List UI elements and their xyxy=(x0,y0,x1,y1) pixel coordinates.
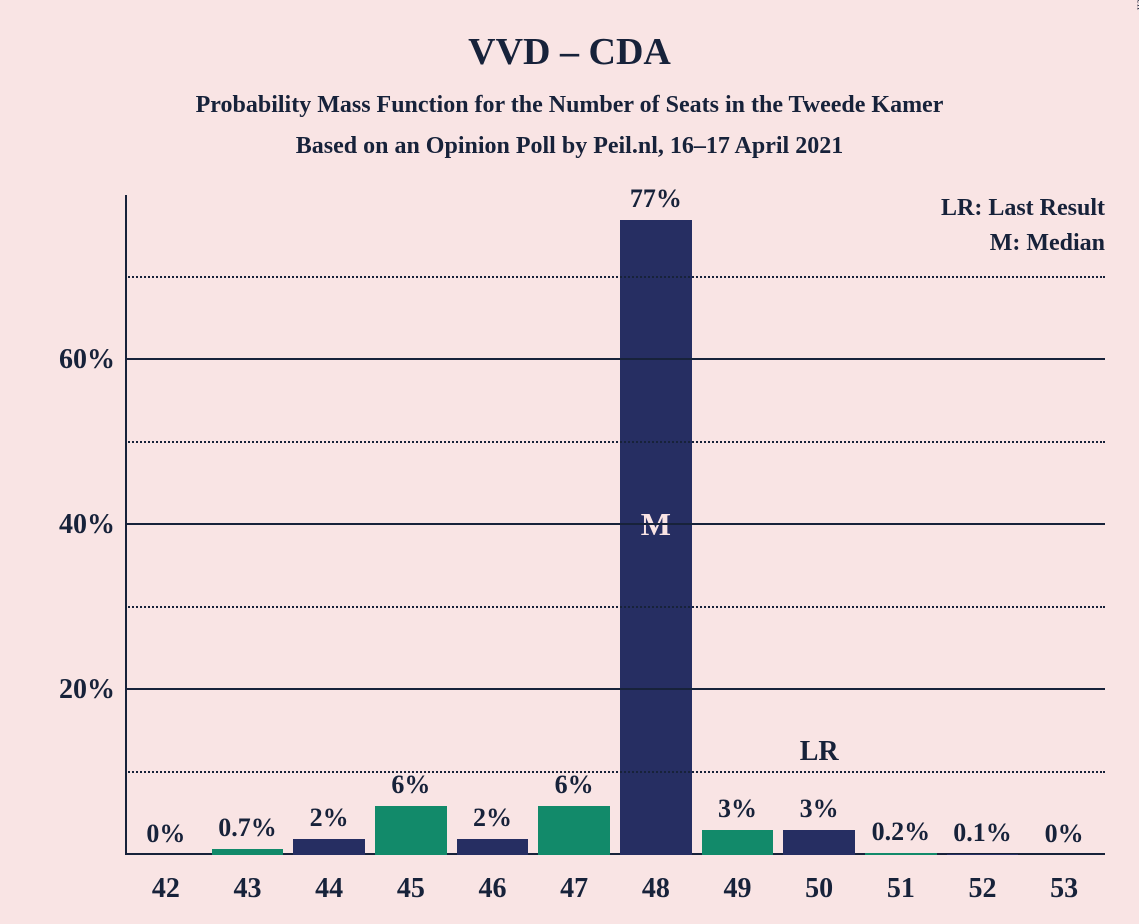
x-tick-label: 47 xyxy=(560,873,588,905)
bar-value-label: 0.7% xyxy=(218,813,277,843)
bar xyxy=(783,830,855,855)
grid-line xyxy=(125,771,1105,773)
chart-title: VVD – CDA xyxy=(40,30,1099,74)
grid-line xyxy=(125,523,1105,525)
bar xyxy=(457,839,529,856)
x-tick-label: 51 xyxy=(887,873,915,905)
chart-subtitle: Probability Mass Function for the Number… xyxy=(40,92,1099,119)
x-tick-label: 45 xyxy=(397,873,425,905)
bar-value-label: 6% xyxy=(391,770,430,800)
y-tick-label: 60% xyxy=(15,344,115,376)
x-tick-label: 49 xyxy=(724,873,752,905)
bar xyxy=(865,853,937,855)
grid-line xyxy=(125,606,1105,608)
bar-value-label: 0% xyxy=(1045,819,1084,849)
x-tick-label: 44 xyxy=(315,873,343,905)
bar-value-label: 3% xyxy=(718,794,757,824)
x-tick-label: 52 xyxy=(969,873,997,905)
chart-container: VVD – CDA Probability Mass Function for … xyxy=(0,0,1139,924)
y-tick-label: 20% xyxy=(15,674,115,706)
bar-value-label: 2% xyxy=(310,803,349,833)
grid-line xyxy=(125,358,1105,360)
x-tick-label: 42 xyxy=(152,873,180,905)
bar-value-label: 3% xyxy=(800,794,839,824)
bar xyxy=(212,849,284,855)
x-tick-label: 46 xyxy=(479,873,507,905)
bar xyxy=(702,830,774,855)
grid-line xyxy=(125,276,1105,278)
grid-line xyxy=(125,441,1105,443)
chart-subtitle2: Based on an Opinion Poll by Peil.nl, 16–… xyxy=(40,133,1099,160)
last-result-marker: LR xyxy=(800,736,839,768)
bar-value-label: 77% xyxy=(630,184,682,214)
bar xyxy=(293,839,365,856)
bar-value-label: 0.1% xyxy=(953,818,1012,848)
bars-group: 0%420.7%432%446%452%466%4777%48M3%493%50… xyxy=(125,195,1105,855)
bar xyxy=(375,806,447,856)
bar-value-label: 0% xyxy=(146,819,185,849)
y-tick-label: 40% xyxy=(15,509,115,541)
x-tick-label: 53 xyxy=(1050,873,1078,905)
bar-value-label: 2% xyxy=(473,803,512,833)
x-tick-label: 43 xyxy=(234,873,262,905)
bar-value-label: 0.2% xyxy=(872,817,931,847)
grid-line xyxy=(125,688,1105,690)
copyright-text: © 2021 Filip van Laenen xyxy=(1133,0,1139,10)
x-tick-label: 48 xyxy=(642,873,670,905)
bar xyxy=(947,854,1019,855)
x-tick-label: 50 xyxy=(805,873,833,905)
bar xyxy=(538,806,610,856)
plot-area: LR: Last Result M: Median 0%420.7%432%44… xyxy=(125,195,1105,855)
bar-value-label: 6% xyxy=(555,770,594,800)
